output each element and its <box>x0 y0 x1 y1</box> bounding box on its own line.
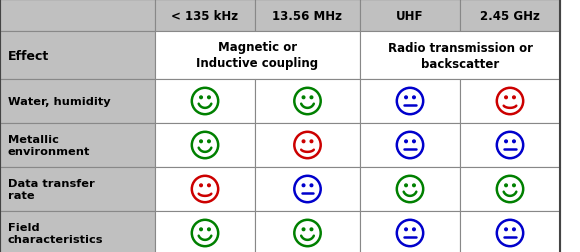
Circle shape <box>302 97 305 99</box>
Circle shape <box>208 140 211 143</box>
Bar <box>360 123 460 167</box>
Text: Metallic
environment: Metallic environment <box>8 135 90 156</box>
Circle shape <box>302 140 305 143</box>
Bar <box>360 211 460 252</box>
Bar <box>155 32 360 80</box>
Circle shape <box>310 228 313 231</box>
Circle shape <box>513 184 515 187</box>
Circle shape <box>505 228 508 231</box>
Bar <box>360 80 460 123</box>
Bar <box>0 167 155 211</box>
Text: < 135 kHz: < 135 kHz <box>172 10 238 22</box>
Text: Radio transmission or
backscatter: Radio transmission or backscatter <box>387 41 532 70</box>
Bar <box>460 211 560 252</box>
Text: Effect: Effect <box>8 49 49 62</box>
Circle shape <box>405 184 407 187</box>
Bar <box>255 123 360 167</box>
Circle shape <box>405 228 407 231</box>
Circle shape <box>200 97 202 99</box>
Bar <box>460 167 560 211</box>
Circle shape <box>310 97 313 99</box>
Text: Field
characteristics: Field characteristics <box>8 222 103 244</box>
Text: Water, humidity: Water, humidity <box>8 97 111 107</box>
Circle shape <box>208 97 211 99</box>
Bar <box>155 167 255 211</box>
Bar <box>155 123 255 167</box>
Bar <box>360 167 460 211</box>
Circle shape <box>310 184 313 187</box>
Circle shape <box>505 184 508 187</box>
Bar <box>255 0 360 32</box>
Circle shape <box>302 228 305 231</box>
Bar <box>0 80 155 123</box>
Circle shape <box>208 228 211 231</box>
Bar <box>155 80 255 123</box>
Circle shape <box>405 140 407 143</box>
Circle shape <box>513 97 515 99</box>
Text: UHF: UHF <box>396 10 424 22</box>
Text: 2.45 GHz: 2.45 GHz <box>480 10 540 22</box>
Bar <box>255 80 360 123</box>
Circle shape <box>405 97 407 99</box>
Circle shape <box>200 228 202 231</box>
Circle shape <box>412 228 415 231</box>
Bar <box>460 123 560 167</box>
Text: Magnetic or
Inductive coupling: Magnetic or Inductive coupling <box>197 41 318 70</box>
Bar <box>155 211 255 252</box>
Bar <box>0 0 155 32</box>
Bar <box>255 167 360 211</box>
Text: Data transfer
rate: Data transfer rate <box>8 178 95 200</box>
Bar <box>460 80 560 123</box>
Circle shape <box>412 97 415 99</box>
Circle shape <box>302 184 305 187</box>
Circle shape <box>208 184 211 187</box>
Circle shape <box>412 140 415 143</box>
Circle shape <box>505 140 508 143</box>
Bar <box>360 32 560 80</box>
Circle shape <box>412 184 415 187</box>
Bar <box>255 211 360 252</box>
Circle shape <box>513 228 515 231</box>
Bar <box>460 0 560 32</box>
Circle shape <box>200 140 202 143</box>
Bar <box>0 32 155 80</box>
Bar <box>0 123 155 167</box>
Circle shape <box>505 97 508 99</box>
Bar <box>0 211 155 252</box>
Circle shape <box>513 140 515 143</box>
Circle shape <box>310 140 313 143</box>
Bar <box>360 0 460 32</box>
Text: 13.56 MHz: 13.56 MHz <box>273 10 343 22</box>
Bar <box>155 0 255 32</box>
Circle shape <box>200 184 202 187</box>
